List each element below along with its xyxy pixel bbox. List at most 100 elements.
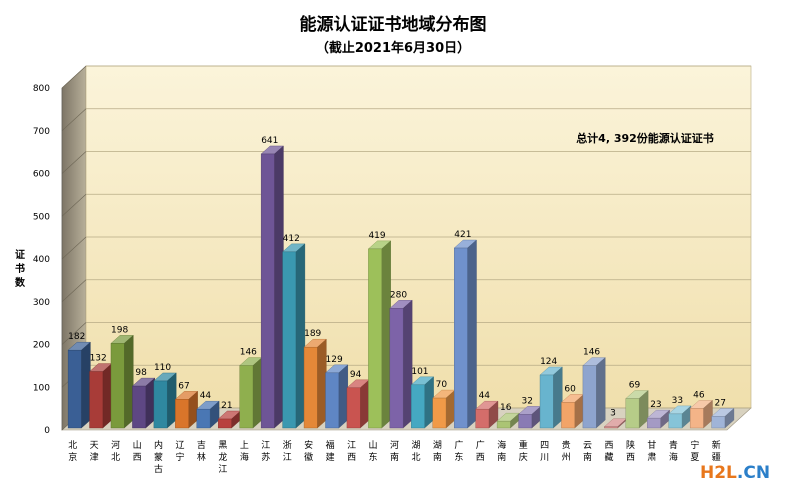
bar bbox=[668, 405, 692, 429]
data-label: 94 bbox=[350, 370, 362, 380]
data-label: 280 bbox=[390, 290, 407, 300]
data-label: 16 bbox=[500, 403, 512, 413]
x-tick-label: 山西 bbox=[133, 440, 142, 463]
data-label: 132 bbox=[90, 354, 107, 364]
bar bbox=[196, 400, 220, 429]
bar bbox=[560, 393, 585, 429]
chart-subtitle: （截止2021年6月30日） bbox=[316, 40, 470, 56]
y-tick-label: 500 bbox=[33, 212, 50, 222]
x-tick-label: 云南 bbox=[583, 441, 592, 463]
data-label: 412 bbox=[283, 234, 300, 244]
chart-title: 能源认证证书地域分布图 bbox=[300, 14, 487, 35]
data-label: 129 bbox=[326, 355, 343, 365]
x-tick-label: 安徽 bbox=[304, 439, 313, 463]
data-label: 98 bbox=[135, 368, 147, 378]
x-tick-label: 广东 bbox=[454, 439, 463, 463]
data-label: 32 bbox=[521, 396, 532, 406]
y-tick-label: 600 bbox=[33, 170, 50, 180]
bar bbox=[67, 341, 91, 429]
x-tick-label: 浙江 bbox=[283, 439, 292, 463]
bar bbox=[89, 363, 113, 429]
x-tick-label: 湖北 bbox=[411, 440, 420, 463]
x-tick-label: 西藏 bbox=[605, 440, 614, 463]
data-label: 146 bbox=[583, 348, 600, 358]
gridline-side bbox=[61, 194, 87, 217]
bar bbox=[346, 379, 370, 429]
data-label: 110 bbox=[154, 363, 171, 373]
gridline-side bbox=[61, 65, 87, 89]
bar bbox=[367, 240, 392, 429]
x-tick-label: 江苏 bbox=[261, 440, 270, 463]
bar bbox=[389, 299, 413, 429]
bar bbox=[539, 366, 563, 429]
bar bbox=[303, 338, 327, 429]
data-label: 101 bbox=[411, 367, 428, 377]
bar bbox=[646, 409, 671, 429]
x-tick-label: 陕西 bbox=[626, 439, 635, 463]
data-label: 60 bbox=[564, 384, 576, 394]
y-tick-label: 400 bbox=[33, 255, 50, 265]
x-tick-label: 海南 bbox=[497, 439, 506, 463]
x-tick-label: 湖南 bbox=[433, 440, 442, 463]
y-tick-label: 800 bbox=[33, 84, 50, 94]
x-tick-label: 福建 bbox=[326, 439, 335, 463]
y-tick-label: 0 bbox=[44, 426, 50, 436]
x-tick-label: 青海 bbox=[669, 439, 678, 463]
data-label: 3 bbox=[610, 409, 616, 419]
data-label: 46 bbox=[693, 390, 705, 400]
y-axis: 0 100 200 300 400 500 600 700 800 bbox=[33, 84, 63, 436]
x-tick-label: 贵州 bbox=[562, 439, 571, 463]
data-label: 189 bbox=[304, 329, 321, 339]
gridline-side bbox=[61, 236, 87, 260]
x-tick-label: 四川 bbox=[540, 441, 549, 463]
site-watermark-logo: H2L.CN bbox=[700, 463, 771, 483]
bar bbox=[518, 405, 542, 429]
bars: 182 132 198 98 110 67 44 21 146 641 412 189 129 94 419… bbox=[67, 136, 735, 429]
data-label: 419 bbox=[368, 231, 385, 241]
x-tick-label: 内蒙古 bbox=[154, 439, 163, 475]
data-label: 67 bbox=[178, 381, 189, 391]
data-label: 21 bbox=[221, 401, 232, 411]
gridline-side bbox=[61, 108, 87, 131]
data-label: 69 bbox=[629, 381, 641, 391]
bar bbox=[453, 239, 478, 429]
x-tick-label: 重庆 bbox=[519, 439, 528, 463]
x-tick-label: 上海 bbox=[240, 440, 249, 463]
x-tick-label: 北京 bbox=[68, 440, 77, 463]
x-tick-label: 广西 bbox=[476, 439, 485, 463]
y-tick-label: 300 bbox=[33, 298, 50, 308]
data-label: 23 bbox=[650, 400, 661, 410]
bar bbox=[432, 389, 456, 429]
data-label: 124 bbox=[540, 357, 557, 367]
bar bbox=[110, 334, 134, 429]
bar bbox=[282, 243, 306, 429]
data-label: 27 bbox=[715, 398, 726, 408]
x-tick-label: 辽宁 bbox=[175, 440, 184, 463]
x-tick-label: 河北 bbox=[111, 439, 120, 463]
x-tick-label: 黑龙江 bbox=[218, 440, 227, 475]
x-tick-label: 天津 bbox=[90, 441, 99, 463]
total-annotation: 总计4, 392份能源认证证书 bbox=[576, 131, 714, 145]
y-tick-label: 200 bbox=[33, 341, 50, 351]
y-tick-label: 700 bbox=[33, 127, 50, 137]
data-label: 198 bbox=[111, 325, 128, 335]
gridline-side bbox=[61, 322, 87, 345]
data-label: 641 bbox=[261, 136, 278, 146]
bar bbox=[711, 408, 735, 429]
data-label: 146 bbox=[240, 348, 257, 358]
data-label: 44 bbox=[200, 391, 212, 401]
bar bbox=[131, 377, 156, 429]
x-tick-label: 江西 bbox=[347, 440, 356, 463]
x-tick-label: 山东 bbox=[369, 440, 378, 463]
x-tick-label: 宁夏 bbox=[690, 439, 699, 463]
x-tick-label: 河南 bbox=[390, 439, 399, 463]
bar bbox=[239, 357, 263, 429]
data-label: 44 bbox=[479, 391, 491, 401]
y-tick-label: 100 bbox=[33, 383, 50, 393]
bar bbox=[496, 412, 520, 429]
bar bbox=[260, 145, 284, 429]
bar bbox=[153, 372, 177, 429]
gridline-side bbox=[61, 279, 87, 302]
